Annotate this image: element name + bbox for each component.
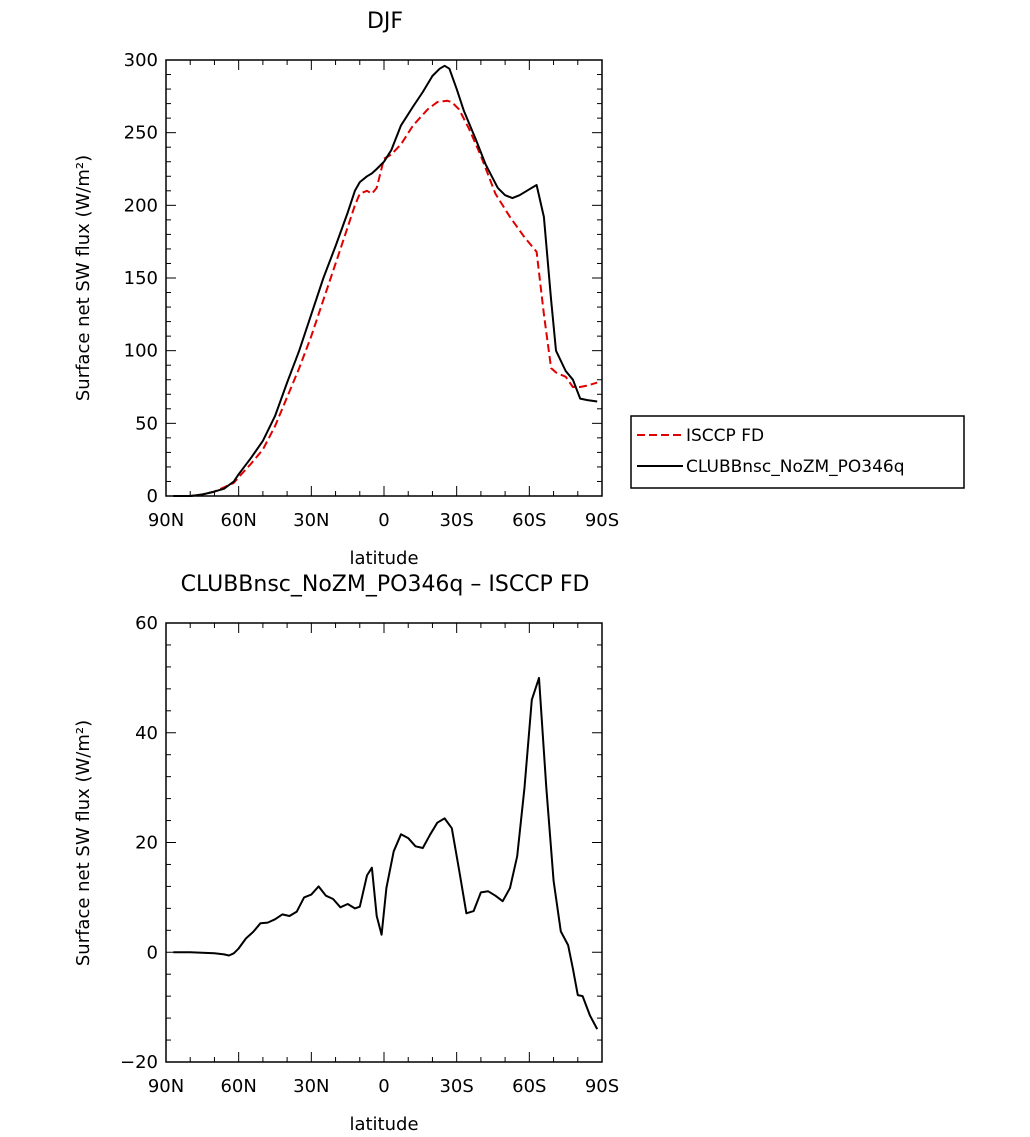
bottom-x-tick-label: 30S [439,1076,473,1097]
bottom-x-tick-label: 60S [512,1076,546,1097]
bottom-ticks: 90N 60N 30N 0 30S 60S 90S −20 0 20 40 60 [120,613,619,1097]
legend-box [630,415,965,489]
bottom-x-axis-label: latitude [349,1114,418,1135]
top-x-tick-label: 90S [585,510,619,531]
bottom-series-line-0 [173,676,599,1030]
top-x-tick-label: 30S [439,510,473,531]
top-y-tick-label: 50 [135,413,158,434]
bottom-y-tick-label: 40 [135,723,158,744]
bottom-x-tick-label: 90N [148,1076,184,1097]
bottom-plot-frame [165,622,603,1063]
top-x-tick-label: 30N [293,510,329,531]
top-x-tick-label: 90N [148,510,184,531]
legend: ISCCP FD CLUBBnsc_NoZM_PO346q [630,415,965,489]
top-y-axis-label: Surface net SW flux (W/m²) [73,155,94,401]
top-x-tick-label: 0 [378,510,389,531]
top-series-line-1 [173,64,598,497]
top-y-tick-label: 300 [124,50,158,71]
bottom-y-axis-label: Surface net SW flux (W/m²) [73,720,94,966]
bottom-x-tick-label: 0 [378,1076,389,1097]
bottom-x-tick-label: 60N [220,1076,256,1097]
top-ticks: 90N 60N 30N 0 30S 60S 90S 0 50 100 150 200 250 300 [124,50,620,531]
top-x-tick-label: 60N [220,510,256,531]
top-y-tick-label: 0 [147,486,158,507]
bottom-panel: CLUBBnsc_NoZM_PO346q – ISCCP FD 90N 60N 30… [73,572,619,1135]
top-x-axis-label: latitude [349,548,418,569]
top-chart-title: DJF [367,9,403,34]
bottom-y-tick-label: 20 [135,833,158,854]
bottom-y-tick-label: 0 [147,942,158,963]
bottom-y-tick-label: 60 [135,613,158,634]
bottom-series-group [173,676,599,1030]
top-x-tick-label: 60S [512,510,546,531]
top-panel: DJF 90N 60N 30N 0 30S 60S 90S 0 50 100 150 200 250 30… [73,9,619,569]
bottom-x-tick-label: 90S [585,1076,619,1097]
bottom-x-tick-label: 30N [293,1076,329,1097]
top-y-tick-label: 100 [124,341,158,362]
top-series-group [173,64,598,497]
legend-label-isccp: ISCCP FD [686,426,764,446]
bottom-chart-title: CLUBBnsc_NoZM_PO346q – ISCCP FD [181,572,590,597]
bottom-y-tick-label: −20 [120,1052,158,1073]
legend-label-clubb: CLUBBnsc_NoZM_PO346q [686,457,905,477]
top-y-tick-label: 200 [124,195,158,216]
top-y-tick-label: 250 [124,123,158,144]
top-plot-frame [165,59,603,497]
top-y-tick-label: 150 [124,268,158,289]
